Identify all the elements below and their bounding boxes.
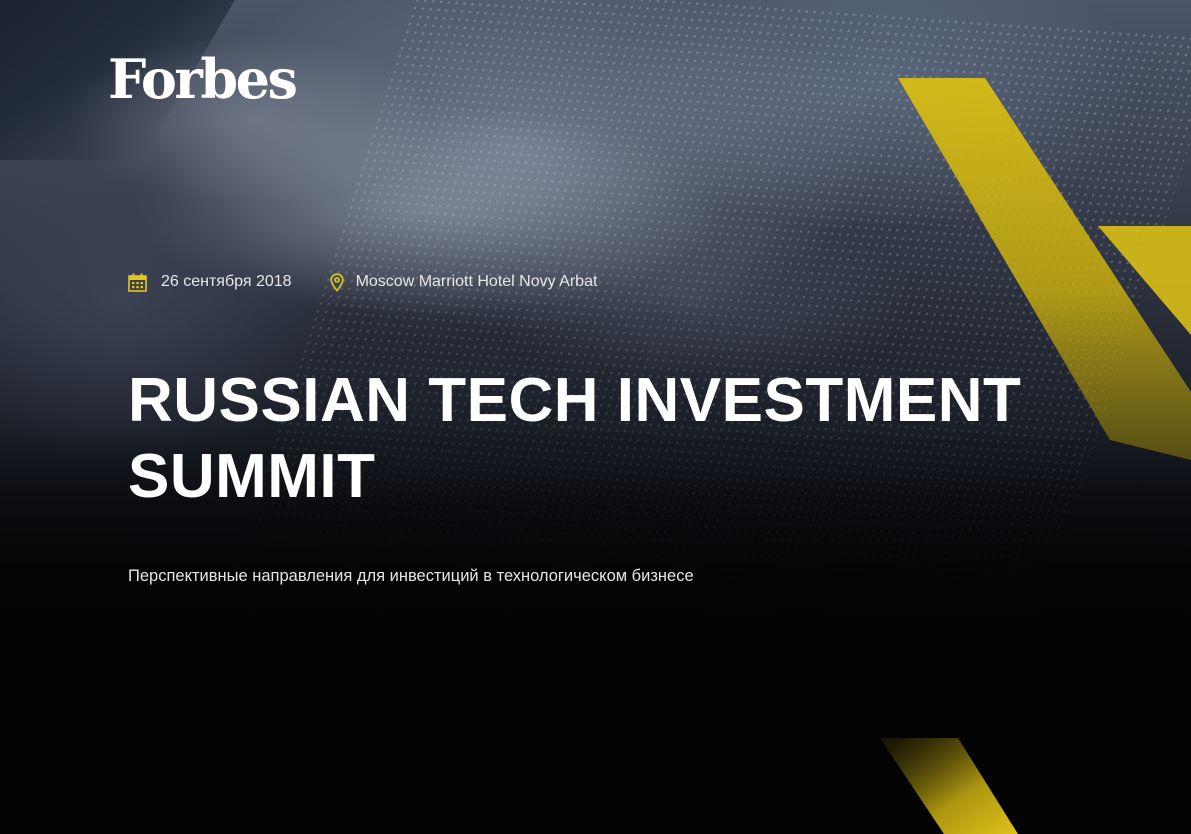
accent-stripe-lower xyxy=(880,738,1018,834)
accent-stripe-right xyxy=(1098,226,1191,335)
page-title: RUSSIAN TECH INVESTMENT SUMMIT xyxy=(128,363,1128,515)
event-meta: 26 сентября 2018 Moscow Marriott Hotel N… xyxy=(128,270,597,294)
event-date-text: 26 сентября 2018 xyxy=(161,273,292,290)
event-date: 26 сентября 2018 xyxy=(128,270,292,294)
page-subtitle: Перспективные направления для инвестиций… xyxy=(128,567,694,585)
background-shade xyxy=(0,430,1191,834)
forbes-logo[interactable]: Forbes xyxy=(108,47,298,111)
page-title-line-2: SUMMIT xyxy=(128,442,376,511)
event-location-text: Moscow Marriott Hotel Novy Arbat xyxy=(355,273,598,290)
event-location: Moscow Marriott Hotel Novy Arbat xyxy=(329,270,598,294)
accent-stripe-upper xyxy=(898,78,1191,460)
page-title-line-1: RUSSIAN TECH INVESTMENT xyxy=(128,366,1022,435)
map-pin-icon xyxy=(329,272,344,292)
calendar-icon xyxy=(128,273,147,292)
